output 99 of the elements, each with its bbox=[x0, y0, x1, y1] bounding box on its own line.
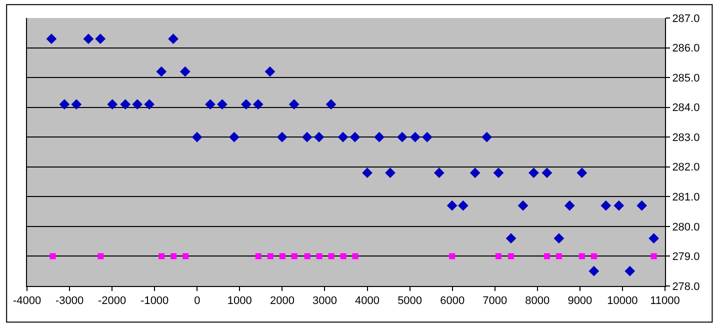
point bbox=[352, 253, 358, 260]
point bbox=[544, 253, 550, 260]
point bbox=[240, 99, 252, 110]
x-tick-label: -3000 bbox=[55, 295, 84, 308]
point bbox=[304, 253, 310, 260]
y-tick-label: 286.0 bbox=[672, 42, 700, 55]
point bbox=[168, 34, 178, 44]
point bbox=[180, 66, 190, 77]
point bbox=[276, 132, 288, 142]
point bbox=[554, 233, 564, 244]
x-tick-label: 5000 bbox=[398, 295, 422, 308]
point bbox=[267, 253, 274, 260]
point bbox=[508, 253, 514, 260]
point bbox=[449, 253, 456, 260]
point bbox=[362, 168, 372, 178]
point bbox=[422, 132, 432, 142]
point bbox=[182, 253, 189, 260]
point bbox=[542, 168, 552, 178]
y-tick-label: 282.0 bbox=[672, 162, 700, 174]
point bbox=[255, 253, 262, 260]
point bbox=[328, 253, 334, 260]
point bbox=[636, 200, 648, 211]
point bbox=[120, 99, 131, 110]
point bbox=[288, 99, 300, 110]
point bbox=[314, 132, 324, 142]
point bbox=[458, 200, 468, 211]
point bbox=[252, 99, 264, 110]
point bbox=[506, 233, 516, 244]
point bbox=[493, 168, 504, 178]
point bbox=[326, 99, 336, 110]
x-tick-label: -2000 bbox=[98, 295, 126, 308]
point bbox=[588, 266, 600, 276]
x-tick-label: -4000 bbox=[12, 295, 42, 308]
point bbox=[205, 99, 216, 110]
point bbox=[374, 132, 384, 142]
point bbox=[495, 253, 502, 260]
point bbox=[564, 200, 575, 211]
point bbox=[614, 200, 624, 211]
y-tick-label: 287.0 bbox=[672, 12, 700, 25]
point bbox=[410, 132, 420, 142]
point bbox=[482, 132, 492, 142]
x-tick-label: 0 bbox=[194, 295, 200, 308]
point bbox=[340, 253, 346, 260]
point bbox=[59, 99, 70, 110]
point bbox=[264, 66, 276, 77]
point bbox=[518, 200, 528, 211]
x-tick-label: 11000 bbox=[650, 295, 680, 308]
point bbox=[434, 168, 444, 178]
y-tick-label: 280.0 bbox=[672, 221, 700, 234]
point bbox=[316, 253, 322, 260]
point bbox=[83, 34, 94, 44]
x-tick-label: 1000 bbox=[227, 295, 252, 308]
point bbox=[95, 34, 106, 44]
x-tick-label: 8000 bbox=[525, 295, 550, 308]
y-tick-label: 281.0 bbox=[672, 192, 700, 204]
x-tick-label: -1000 bbox=[140, 295, 169, 308]
y-tick-label: 284.0 bbox=[672, 102, 700, 114]
point bbox=[338, 132, 348, 142]
point bbox=[397, 132, 408, 142]
x-tick-label: 4000 bbox=[355, 295, 380, 308]
point bbox=[144, 99, 155, 110]
point bbox=[71, 99, 82, 110]
point bbox=[470, 168, 480, 178]
y-tick-label: 283.0 bbox=[672, 132, 700, 144]
point bbox=[132, 99, 143, 110]
point bbox=[50, 253, 56, 260]
point bbox=[170, 253, 177, 260]
point bbox=[46, 34, 57, 44]
point bbox=[98, 253, 104, 260]
point bbox=[600, 200, 612, 211]
x-tick-label: 7000 bbox=[482, 295, 508, 308]
point bbox=[590, 253, 597, 260]
point bbox=[446, 200, 458, 211]
x-tick-label: 9000 bbox=[568, 295, 592, 308]
point bbox=[576, 168, 588, 178]
x-tick-label: 10000 bbox=[607, 295, 638, 308]
point bbox=[302, 132, 312, 142]
point bbox=[578, 253, 585, 260]
point bbox=[528, 168, 539, 178]
y-tick-label: 278.0 bbox=[672, 280, 700, 293]
y-tick-label: 279.0 bbox=[672, 251, 700, 264]
point bbox=[648, 233, 660, 244]
point bbox=[556, 253, 562, 260]
point bbox=[192, 132, 202, 142]
x-tick-label: 6000 bbox=[440, 295, 465, 308]
x-tick-label: 2000 bbox=[270, 295, 294, 308]
point bbox=[158, 253, 165, 260]
point bbox=[216, 99, 228, 110]
point bbox=[228, 132, 240, 142]
point bbox=[156, 66, 167, 77]
point bbox=[385, 168, 396, 178]
point bbox=[291, 253, 298, 260]
point bbox=[107, 99, 118, 110]
point bbox=[279, 253, 286, 260]
x-tick-label: 3000 bbox=[312, 295, 337, 308]
point bbox=[650, 253, 657, 260]
y-tick-label: 285.0 bbox=[672, 72, 700, 84]
point bbox=[350, 132, 360, 142]
point bbox=[624, 266, 636, 276]
